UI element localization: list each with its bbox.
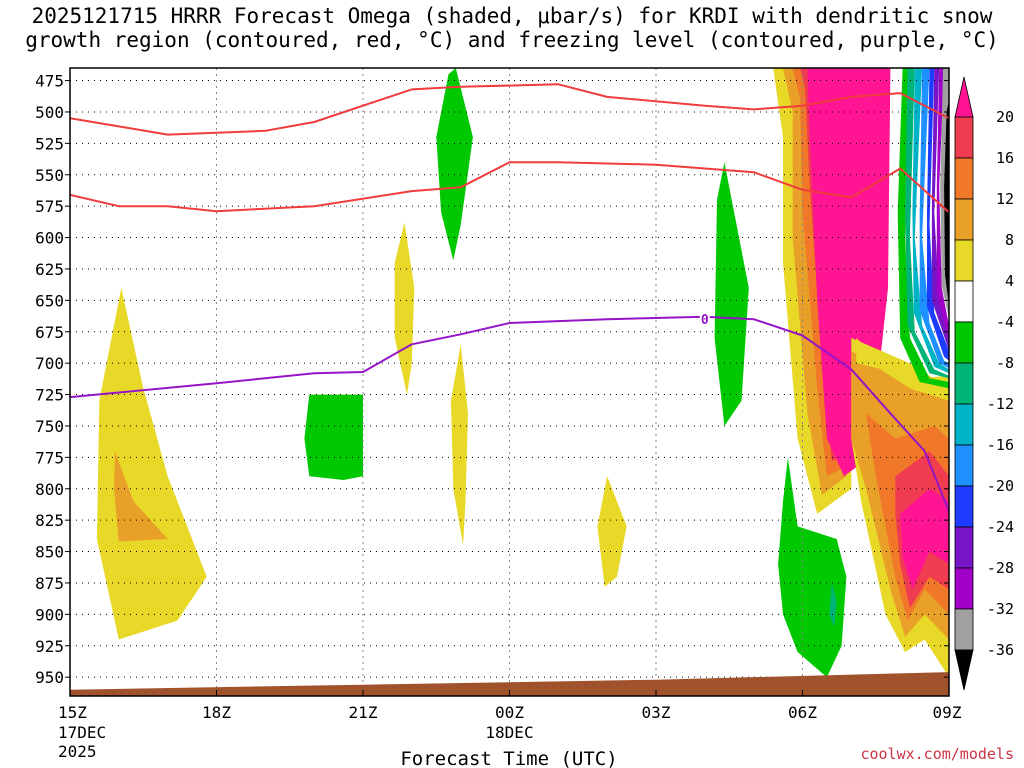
colorbar-band-7 — [954, 403, 974, 446]
x-tick-label-0: 15Z — [58, 703, 87, 722]
y-tick-label-0: 475 — [35, 72, 64, 91]
colorbar-label-0: 20 — [996, 108, 1014, 126]
y-tick-label-9: 700 — [35, 354, 64, 373]
colorbar-top-arrow — [954, 76, 974, 118]
colorbar-band-1 — [954, 157, 974, 200]
colorbar-label-4: 4 — [1005, 272, 1014, 290]
colorbar-label-6: -8 — [996, 354, 1014, 372]
y-tick-label-5: 600 — [35, 229, 64, 248]
omega-region-27 — [936, 68, 949, 341]
omega-region-1 — [114, 451, 168, 542]
omega-region-7 — [714, 162, 749, 426]
y-tick-label-6: 625 — [35, 260, 64, 279]
colorbar-band-12 — [954, 608, 974, 651]
omega-region-3 — [436, 68, 473, 261]
omega-region-24 — [919, 68, 949, 369]
colorbar-band-10 — [954, 526, 974, 569]
x-tick-sublabel-0: 17DEC — [58, 723, 106, 742]
omega-region-5 — [450, 344, 468, 546]
y-tick-label-19: 950 — [35, 668, 64, 687]
y-axis-ticks: 475 500 525 550 575 600 625 650 675 700 725 750 775 8… — [35, 72, 949, 687]
omega-region-26 — [931, 68, 949, 351]
colorbar-label-3: 8 — [1005, 231, 1014, 249]
y-tick-label-13: 800 — [35, 480, 64, 499]
omega-region-22 — [905, 68, 949, 379]
omega-region-19 — [829, 583, 837, 627]
x-tick-label-4: 03Z — [642, 703, 671, 722]
omega-region-29 — [944, 99, 949, 307]
y-tick-label-10: 725 — [35, 386, 64, 405]
colorbar-bottom-arrow — [954, 649, 974, 691]
dgz-contour-1 — [70, 161, 949, 214]
y-tick-label-3: 550 — [35, 166, 64, 185]
colorbar-label-9: -20 — [987, 477, 1014, 495]
y-tick-label-7: 650 — [35, 291, 64, 310]
credit-text: coolwx.com/models — [860, 745, 1014, 763]
colorbar-label-1: 16 — [996, 149, 1014, 167]
omega-region-6 — [597, 476, 627, 587]
x-axis-label: Forecast Time (UTC) — [400, 748, 617, 768]
y-tick-label-18: 925 — [35, 637, 64, 656]
colorbar-band-11 — [954, 567, 974, 610]
colorbar-band-5 — [954, 321, 974, 364]
omega-shading — [96, 68, 949, 690]
colorbar-band-3 — [954, 239, 974, 282]
x-tick-sublabel-3: 18DEC — [485, 723, 533, 742]
chart-title: 2025121715 HRRR Forecast Omega (shaded, … — [0, 4, 1024, 52]
colorbar-band-0 — [954, 116, 974, 159]
colorbar-label-12: -32 — [987, 600, 1014, 618]
omega-region-17 — [900, 488, 949, 590]
y-tick-label-8: 675 — [35, 323, 64, 342]
colorbar-band-8 — [954, 444, 974, 487]
freezing-level-line — [70, 315, 949, 512]
colorbar-label-10: -24 — [987, 518, 1014, 536]
chart-title-line-1: 2025121715 HRRR Forecast Omega (shaded, … — [31, 4, 993, 28]
colorbar-label-8: -16 — [987, 436, 1014, 454]
dgz-contour-0 — [70, 83, 949, 136]
y-tick-label-11: 750 — [35, 417, 64, 436]
y-tick-label-1: 500 — [35, 103, 64, 122]
terrain-fill — [70, 672, 949, 696]
contours: 0 — [70, 83, 949, 512]
omega-region-23 — [912, 68, 949, 374]
x-tick-label-6: 09Z — [933, 703, 962, 722]
y-tick-label-15: 850 — [35, 543, 64, 562]
x-tick-year-0: 2025 — [58, 742, 97, 761]
colorbar: 20 16 12 8 4 -4 -8 -12 -16 -20 -24 -28 -32 -36 — [954, 76, 1014, 691]
colorbar-band-2 — [954, 198, 974, 241]
freezing-level-label-bg — [699, 311, 710, 326]
plot-grid — [70, 68, 949, 696]
y-tick-label-17: 900 — [35, 605, 64, 624]
y-tick-label-2: 525 — [35, 134, 64, 153]
chart-title-line-2: growth region (contoured, red, °C) and f… — [25, 28, 999, 52]
x-tick-label-5: 06Z — [788, 703, 817, 722]
colorbar-label-2: 12 — [996, 190, 1014, 208]
omega-region-18 — [778, 457, 847, 678]
x-tick-label-3: 00Z — [495, 703, 524, 722]
colorbar-band-6 — [954, 362, 974, 405]
colorbar-label-13: -36 — [987, 641, 1014, 659]
y-tick-label-14: 825 — [35, 511, 64, 530]
colorbar-label-11: -28 — [987, 559, 1014, 577]
colorbar-band-9 — [954, 485, 974, 528]
freezing-level-label: 0 — [701, 313, 709, 328]
colorbar-label-5: -4 — [996, 313, 1014, 331]
x-tick-label-2: 21Z — [349, 703, 378, 722]
colorbar-label-7: -12 — [987, 395, 1014, 413]
y-tick-label-12: 775 — [35, 448, 64, 467]
colorbar-band-4 — [954, 280, 974, 323]
terrain — [70, 672, 949, 696]
omega-region-4 — [304, 394, 363, 480]
y-tick-label-16: 875 — [35, 574, 64, 593]
y-tick-label-4: 575 — [35, 197, 64, 216]
omega-region-21 — [897, 68, 949, 389]
x-tick-label-1: 18Z — [202, 703, 231, 722]
